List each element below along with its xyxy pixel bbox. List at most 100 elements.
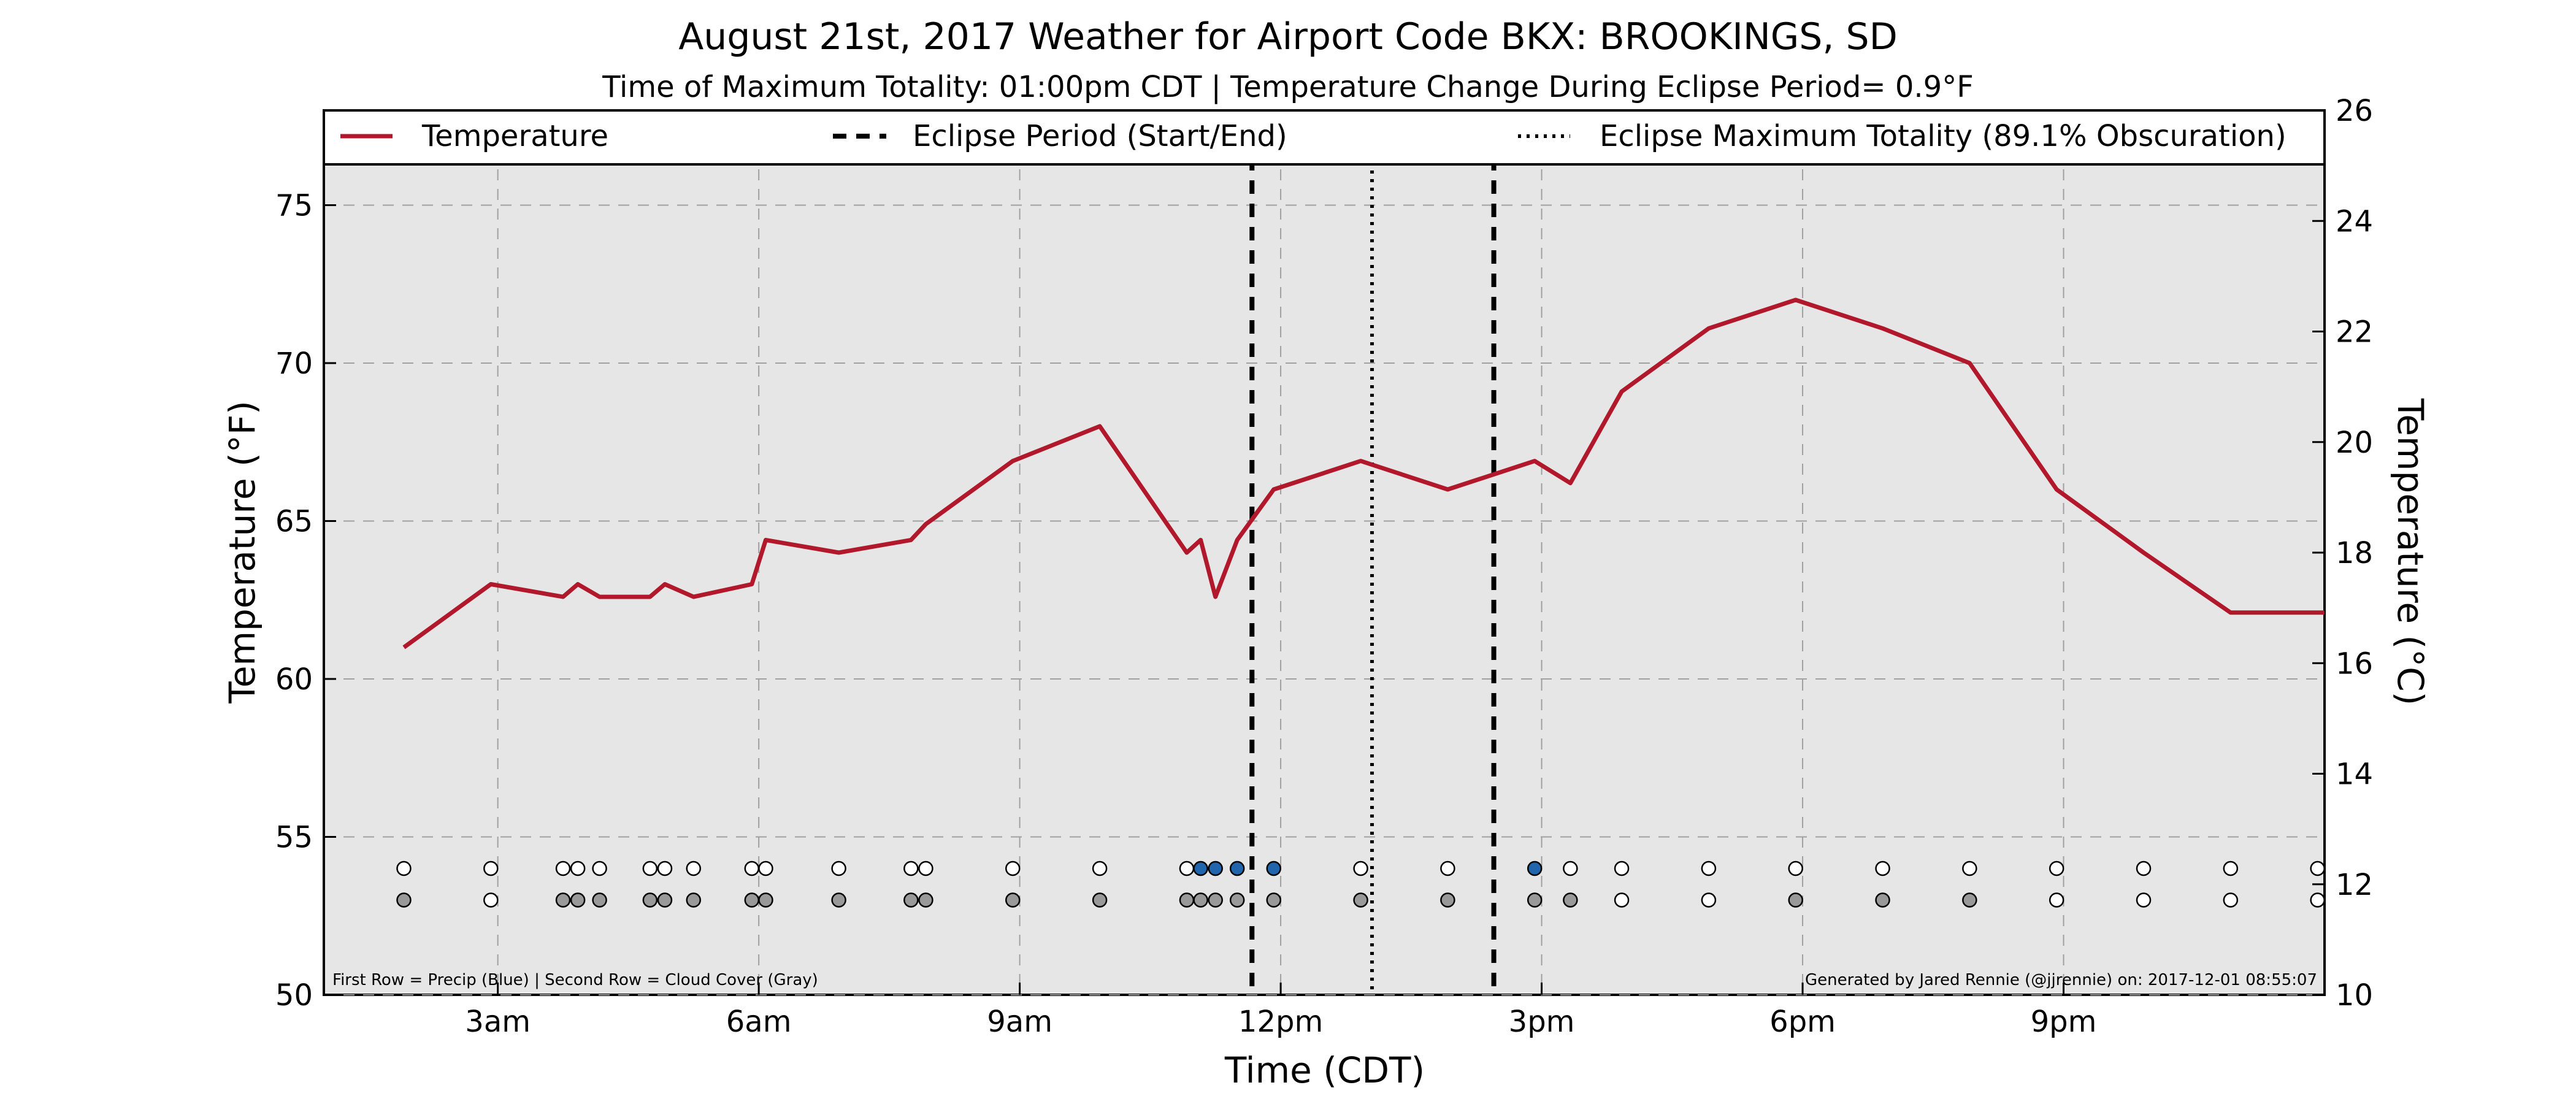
- chart-subtitle: Time of Maximum Totality: 01:00pm CDT | …: [602, 70, 1974, 104]
- x-tick-label: 12pm: [1238, 1005, 1323, 1039]
- cloud-marker: [744, 892, 760, 908]
- precip-marker: [1614, 861, 1630, 876]
- cloud-marker: [903, 892, 919, 908]
- precip-marker: [1563, 861, 1578, 876]
- legend-label-eclipse-period: Eclipse Period (Start/End): [913, 119, 1287, 153]
- cloud-marker: [1527, 892, 1543, 908]
- y-tick-label-left: 55: [275, 821, 313, 855]
- y-tick-label-right: 22: [2336, 315, 2373, 350]
- y-tick-label-left: 70: [275, 347, 313, 381]
- eclipse-lines: [1249, 110, 1497, 995]
- y-axis-label-left: Temperature (°F): [221, 401, 263, 703]
- precip-marker: [1266, 861, 1281, 876]
- cloud-marker: [1208, 892, 1223, 908]
- cloud-marker: [1193, 892, 1208, 908]
- precip-marker: [1208, 861, 1223, 876]
- cloud-marker: [657, 892, 673, 908]
- observation-markers: [396, 861, 2325, 908]
- plot-area: [323, 109, 2326, 996]
- cloud-marker: [1788, 892, 1803, 908]
- precip-marker: [1440, 861, 1455, 876]
- cloud-marker: [918, 892, 933, 908]
- cloud-marker: [555, 892, 571, 908]
- cloud-marker: [592, 892, 607, 908]
- y-axis-label-right: Temperature (°C): [2390, 398, 2431, 706]
- precip-marker: [396, 861, 412, 876]
- precip-marker: [1962, 861, 1977, 876]
- y-tick-label-left: 75: [275, 189, 313, 223]
- precip-marker: [657, 861, 673, 876]
- legend-label-temperature: Temperature: [421, 119, 608, 153]
- y-tick-label-left: 60: [275, 662, 313, 697]
- precip-marker: [1788, 861, 1803, 876]
- cloud-marker: [1962, 892, 1977, 908]
- cloud-marker: [570, 892, 586, 908]
- y-tick-label-right: 16: [2336, 646, 2373, 681]
- axes: 3am 6am 9am 12pm 3pm 6pm 9pm 50 55 60 65 70 75 10 12 14…: [275, 94, 2373, 1039]
- cloud-marker: [1875, 892, 1890, 908]
- precip-marker: [642, 861, 658, 876]
- annotation-row-key: First Row = Precip (Blue) | Second Row =…: [332, 971, 818, 989]
- cloud-marker: [2310, 892, 2325, 908]
- precip-marker: [1092, 861, 1108, 876]
- cloud-marker: [686, 892, 702, 908]
- x-tick-label: 9am: [987, 1005, 1052, 1039]
- x-tick-label: 6pm: [1769, 1005, 1836, 1039]
- cloud-marker: [1179, 892, 1195, 908]
- x-tick-label: 6am: [726, 1005, 792, 1039]
- y-tick-label-right: 12: [2336, 868, 2373, 902]
- cloud-marker: [1266, 892, 1281, 908]
- precip-marker: [555, 861, 571, 876]
- precip-marker: [1353, 861, 1368, 876]
- cloud-marker: [1092, 892, 1108, 908]
- precip-marker: [1875, 861, 1890, 876]
- cloud-marker: [831, 892, 846, 908]
- temperature-line: [402, 297, 2325, 650]
- cloud-marker: [2136, 892, 2152, 908]
- cloud-marker: [1701, 892, 1717, 908]
- precip-marker: [570, 861, 586, 876]
- chart-title: August 21st, 2017 Weather for Airport Co…: [678, 15, 1898, 58]
- precip-marker: [903, 861, 919, 876]
- cloud-marker: [1005, 892, 1021, 908]
- x-axis-label: Time (CDT): [1224, 1049, 1425, 1091]
- cloud-marker: [642, 892, 658, 908]
- cloud-marker: [2223, 892, 2239, 908]
- precip-marker: [686, 861, 702, 876]
- cloud-marker: [2049, 892, 2064, 908]
- annotation-generated-by: Generated by Jared Rennie (@jjrennie) on…: [1805, 971, 2317, 989]
- cloud-marker: [1614, 892, 1630, 908]
- precip-marker: [2223, 861, 2239, 876]
- legend-box: [323, 109, 2326, 166]
- precip-marker: [1701, 861, 1717, 876]
- cloud-marker: [483, 892, 499, 908]
- y-tick-label-right: 26: [2336, 94, 2373, 128]
- precip-marker: [2049, 861, 2064, 876]
- y-tick-label-right: 20: [2336, 426, 2373, 460]
- precip-marker: [1193, 861, 1208, 876]
- precip-marker: [592, 861, 607, 876]
- y-tick-label-left: 65: [275, 505, 313, 539]
- precip-marker: [744, 861, 760, 876]
- precip-marker: [2136, 861, 2152, 876]
- cloud-marker: [1229, 892, 1245, 908]
- grid-lines: [324, 110, 2325, 995]
- temperature-series: [402, 297, 2325, 650]
- precip-marker: [1527, 861, 1543, 876]
- cloud-marker: [1353, 892, 1368, 908]
- x-tick-label: 3am: [465, 1005, 531, 1039]
- cloud-marker: [1563, 892, 1578, 908]
- precip-marker: [831, 861, 846, 876]
- cloud-marker: [758, 892, 773, 908]
- cloud-marker: [1440, 892, 1455, 908]
- y-tick-label-right: 18: [2336, 536, 2373, 570]
- legend-label-eclipse-max: Eclipse Maximum Totality (89.1% Obscurat…: [1600, 119, 2287, 153]
- precip-marker: [483, 861, 499, 876]
- precip-marker: [1229, 861, 1245, 876]
- precip-marker: [1179, 861, 1195, 876]
- y-tick-label-left: 50: [275, 978, 313, 1013]
- precip-marker: [2310, 861, 2325, 876]
- x-tick-label: 9pm: [2031, 1005, 2097, 1039]
- cloud-marker: [396, 892, 412, 908]
